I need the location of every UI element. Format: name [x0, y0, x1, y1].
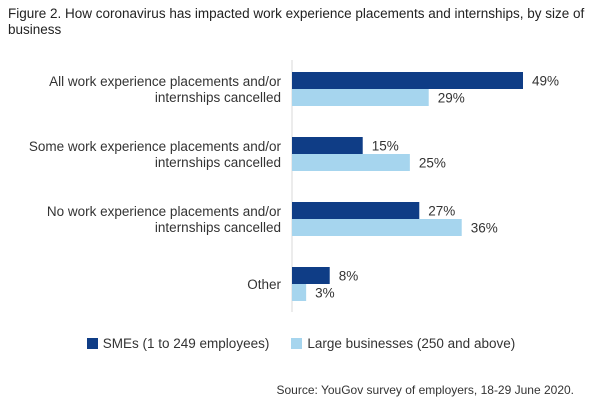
data-label-large: 3%	[315, 286, 335, 301]
bar-large	[292, 154, 410, 171]
bar-large	[292, 284, 307, 301]
data-label-sme: 15%	[372, 139, 399, 154]
bar-large	[292, 219, 462, 236]
legend-item-large: Large businesses (250 and above)	[291, 336, 515, 351]
category-label: All work experience placements and/or int…	[49, 74, 281, 105]
legend-swatch-sme	[86, 338, 98, 349]
bar-sme	[292, 137, 363, 154]
chart-title: Figure 2. How coronavirus has impacted w…	[8, 6, 585, 37]
source-note: Source: YouGov survey of employers, 18-2…	[276, 383, 574, 397]
category-label: No work experience placements and/or inte…	[47, 204, 282, 235]
legend-item-sme: SMEs (1 to 249 employees)	[86, 336, 270, 351]
bar-large	[292, 89, 429, 106]
legend-label-sme: SMEs (1 to 249 employees)	[102, 336, 270, 351]
data-label-large: 29%	[438, 91, 465, 106]
legend-label-large: Large businesses (250 and above)	[307, 336, 516, 351]
legend: SMEs (1 to 249 employees) Large business…	[0, 336, 602, 351]
bar-chart: All work experience placements and/or int…	[29, 60, 559, 312]
bar-sme	[292, 267, 330, 284]
data-label-sme: 27%	[428, 204, 455, 219]
data-label-sme: 8%	[339, 269, 359, 284]
category-label: Some work experience placements and/or in…	[29, 139, 282, 170]
bar-sme	[292, 72, 523, 89]
data-label-large: 25%	[419, 156, 446, 171]
legend-swatch-large	[291, 338, 303, 349]
bar-sme	[292, 202, 420, 219]
data-label-sme: 49%	[532, 74, 559, 89]
category-label: Other	[247, 277, 281, 292]
data-label-large: 36%	[471, 221, 498, 236]
